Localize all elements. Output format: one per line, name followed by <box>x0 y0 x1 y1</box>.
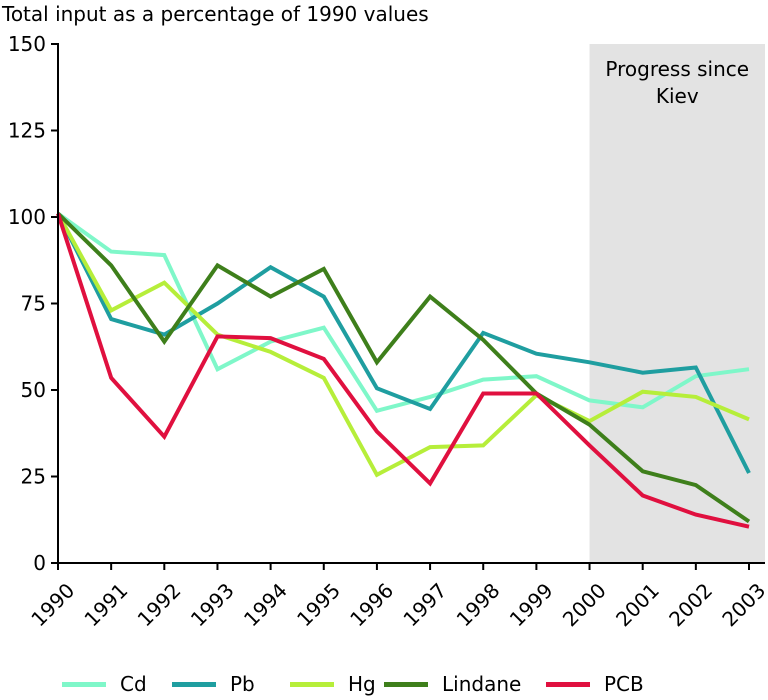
legend-item-pcb: PCB <box>546 672 644 696</box>
legend-label: Lindane <box>442 672 522 696</box>
legend-label: Hg <box>348 672 376 696</box>
legend-item-cd: Cd <box>62 672 147 696</box>
series-line-hg <box>56 212 750 478</box>
legend-item-pb: Pb <box>172 672 255 696</box>
legend-item-hg: Hg <box>290 672 376 696</box>
y-tick-label: 125 <box>8 119 46 143</box>
series-line-cd <box>56 211 750 414</box>
y-tick-label: 50 <box>21 378 46 402</box>
x-tick-label: 2003 <box>717 578 768 631</box>
x-tick-label: 1995 <box>292 578 345 631</box>
legend-swatch <box>384 681 428 687</box>
series-line-pcb <box>56 212 750 529</box>
x-tick-label: 2002 <box>664 578 717 631</box>
y-tick-label: 0 <box>33 551 46 575</box>
legend-swatch <box>290 681 334 687</box>
x-tick-label: 1992 <box>133 578 186 631</box>
x-tick-label: 1997 <box>398 578 451 631</box>
x-tick-label: 1999 <box>505 578 558 631</box>
y-tick-label: 150 <box>8 32 46 56</box>
x-tick-label: 1990 <box>26 578 79 631</box>
annotation-text-line1: Progress since <box>605 57 749 81</box>
x-tick-label: 1991 <box>79 578 132 631</box>
y-tick-label: 75 <box>21 292 46 316</box>
y-axis-ticks: 0 25 50 75 100 125 150 <box>8 32 58 575</box>
x-tick-label: 1994 <box>239 578 292 631</box>
legend: Cd Pb Hg Lindane PCB <box>0 672 768 700</box>
legend-label: Cd <box>120 672 147 696</box>
x-tick-label: 1996 <box>345 578 398 631</box>
x-tick-label: 1993 <box>186 578 239 631</box>
legend-label: Pb <box>230 672 255 696</box>
annotation-text-line2: Kiev <box>656 84 699 108</box>
x-tick-label: 2000 <box>558 578 611 631</box>
legend-swatch <box>172 681 216 687</box>
y-tick-label: 25 <box>21 465 46 489</box>
series-lines <box>56 211 751 529</box>
x-tick-label: 1998 <box>452 578 505 631</box>
legend-swatch <box>546 681 590 687</box>
series-line-lindane <box>56 212 751 524</box>
legend-item-lindane: Lindane <box>384 672 521 696</box>
annotation-region <box>589 44 765 563</box>
y-tick-label: 100 <box>8 205 46 229</box>
chart-title: Total input as a percentage of 1990 valu… <box>2 2 429 26</box>
legend-label: PCB <box>604 672 644 696</box>
legend-swatch <box>62 681 106 687</box>
x-tick-label: 2001 <box>611 578 664 631</box>
x-axis-ticks: 1990 1991 1992 1993 1994 1995 1996 1997 1998 1999… <box>26 563 768 631</box>
